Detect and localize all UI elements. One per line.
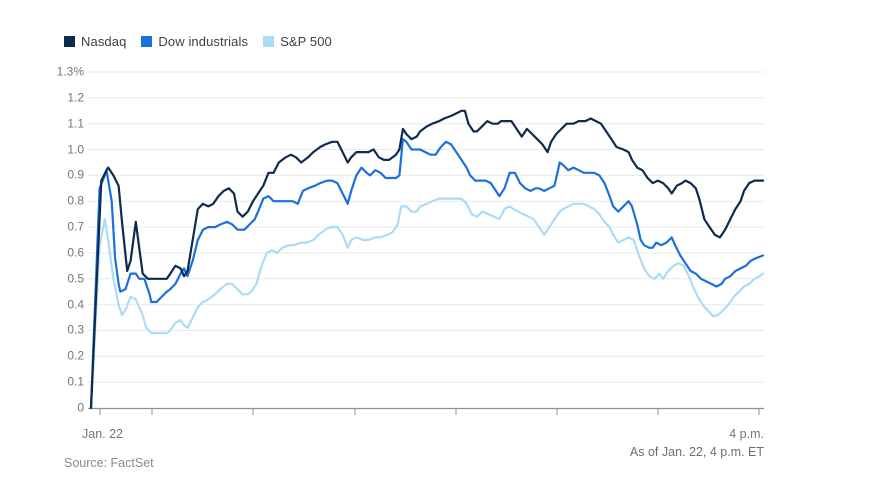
as-of-note: As of Jan. 22, 4 p.m. ET — [629, 445, 764, 459]
dow-swatch-icon — [141, 36, 153, 47]
dow-industrials-line — [89, 138, 765, 410]
y-tick-label: 0.8 — [0, 194, 88, 207]
y-tick-label: 0.5 — [0, 272, 88, 285]
legend-item-sp500: S&P 500 — [263, 34, 332, 49]
x-axis-label-jan22: Jan. 22 — [82, 427, 124, 441]
y-tick-label: 1.3% — [0, 65, 88, 78]
legend-label-sp500: S&P 500 — [280, 34, 332, 49]
nasdaq-line — [89, 109, 765, 410]
legend-item-dow: Dow industrials — [141, 34, 248, 49]
nasdaq-swatch-icon — [64, 36, 75, 47]
y-tick-label: 0.6 — [0, 246, 88, 259]
sp500-swatch-icon — [263, 36, 275, 47]
y-tick-label: 0.1 — [0, 375, 88, 388]
legend-item-nasdaq: Nasdaq — [64, 34, 126, 49]
x-axis-label-4pm: 4 p.m. — [729, 427, 764, 441]
y-tick-label: 0.4 — [0, 298, 88, 311]
y-tick-label: 1.0 — [0, 142, 88, 155]
source-note: Source: FactSet — [64, 456, 154, 470]
s-p-500-line — [89, 197, 765, 410]
legend: Nasdaq Dow industrials S&P 500 — [64, 34, 347, 49]
y-tick-label: 0.3 — [0, 323, 88, 336]
y-tick-label: 0.7 — [0, 220, 88, 233]
y-tick-label: 0.9 — [0, 168, 88, 181]
legend-label-nasdaq: Nasdaq — [81, 34, 127, 49]
y-tick-label: 1.1 — [0, 117, 88, 130]
y-tick-label: 0 — [0, 401, 88, 414]
y-tick-label: 1.2 — [0, 91, 88, 104]
y-tick-label: 0.2 — [0, 349, 88, 362]
legend-label-dow: Dow industrials — [158, 34, 249, 49]
